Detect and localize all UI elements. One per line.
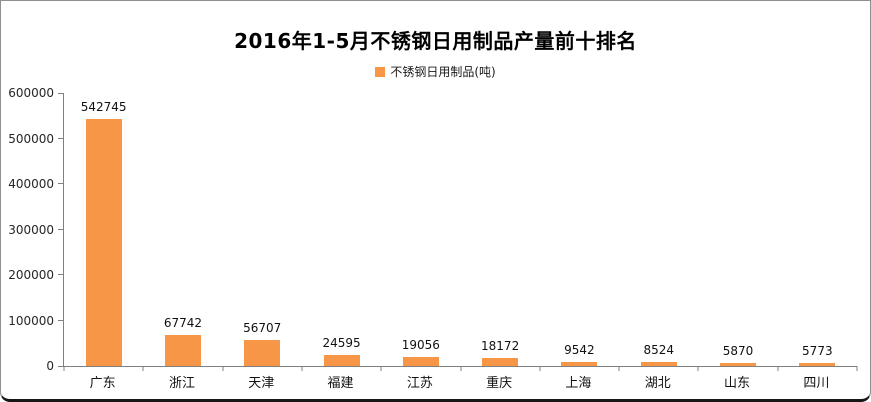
legend-label: 不锈钢日用制品(吨) [390, 65, 496, 79]
legend-swatch-icon [375, 66, 386, 77]
plot-area: 542745 67742 56707 24595 19056 18172 9542 8524 5… [8, 86, 858, 373]
category-label: 浙江 [168, 376, 195, 391]
bar-slot: 9542 [540, 93, 619, 366]
bar [640, 362, 677, 366]
y-axis-tick [58, 92, 64, 94]
bar-value-label: 18172 [481, 338, 520, 353]
x-axis-category-labels: 广东 浙江 天津 福建 江苏 重庆 上海 湖北 山东 四川 [63, 372, 856, 391]
bar [244, 340, 281, 366]
category-label: 福建 [327, 376, 354, 391]
x-axis-tick [539, 366, 541, 371]
category-label: 山东 [724, 376, 751, 391]
y-axis-tick [58, 183, 64, 185]
category-label: 天津 [248, 376, 275, 391]
bar-slot: 8524 [619, 93, 698, 366]
y-axis-tick [58, 137, 64, 139]
y-axis-tick [58, 229, 64, 230]
bar [720, 363, 757, 366]
bar-value-label: 5870 [722, 344, 754, 359]
y-axis-tick [58, 365, 64, 367]
category-label: 四川 [803, 376, 830, 391]
bar-slot: 24595 [302, 93, 381, 366]
y-axis-label: 200000 [8, 268, 54, 282]
x-axis-tick [777, 366, 779, 371]
x-axis-tick [460, 366, 461, 371]
y-axis-label: 0 [46, 359, 54, 373]
y-axis-label: 400000 [8, 177, 54, 191]
category-label: 重庆 [486, 376, 513, 391]
bar-slot: 67742 [143, 93, 222, 366]
bar-value-label: 19056 [401, 338, 440, 353]
bar-value-label: 24595 [322, 335, 361, 350]
x-axis-tick [697, 366, 699, 371]
category-label: 江苏 [406, 376, 433, 391]
bar-slot: 18172 [460, 93, 539, 366]
bar-slot: 542745 [64, 93, 143, 366]
category-label: 湖北 [644, 376, 671, 391]
x-axis-tick [63, 366, 65, 371]
bars-container: 542745 67742 56707 24595 19056 18172 9542 8524 5… [64, 93, 857, 366]
y-axis-tick [58, 274, 64, 276]
bar-value-label: 9542 [564, 342, 595, 357]
bar [799, 363, 836, 366]
y-axis-label: 100000 [8, 313, 54, 328]
x-axis-tick [222, 366, 224, 371]
y-axis-tick [58, 320, 64, 321]
x-axis-tick [856, 366, 858, 371]
bar-value-label: 56707 [243, 321, 282, 336]
bar-value-label: 5773 [802, 344, 833, 359]
y-axis-label: 300000 [8, 222, 54, 237]
bar [323, 354, 360, 366]
x-axis-tick [142, 366, 144, 371]
chart-title: 2016年1-5月不锈钢日用制品产量前十排名 [234, 29, 637, 53]
bar [561, 361, 598, 366]
bar-slot: 5773 [778, 93, 857, 366]
legend: 不锈钢日用制品(吨) [1, 63, 870, 80]
y-axis-label: 600000 [8, 86, 54, 100]
bar-slot: 19056 [381, 93, 460, 366]
category-label: 上海 [565, 376, 592, 391]
bar-value-label: 542745 [80, 100, 127, 115]
bar-value-label: 67742 [163, 316, 203, 331]
bar-slot: 56707 [223, 93, 302, 366]
x-axis-tick [618, 366, 620, 371]
bar [164, 335, 201, 366]
x-axis-tick [301, 366, 303, 371]
bar [402, 357, 439, 366]
x-axis-tick [380, 366, 382, 371]
bar-slot: 5870 [698, 93, 777, 366]
y-axis-label: 500000 [8, 131, 54, 146]
bar [85, 119, 122, 366]
bar [482, 357, 519, 366]
category-label: 广东 [89, 376, 116, 391]
bar-value-label: 8524 [643, 343, 674, 358]
